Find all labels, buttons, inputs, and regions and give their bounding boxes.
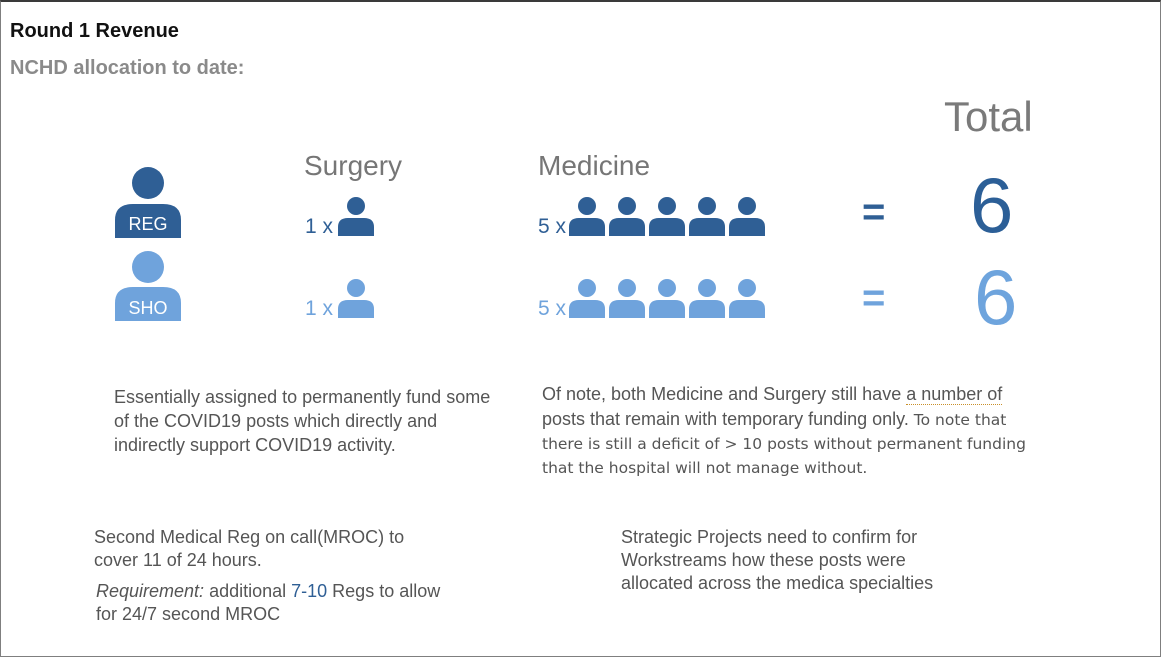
reg-person-badge-icon: REG	[113, 164, 183, 240]
reg-surgery-group: 1 x	[305, 196, 377, 238]
requirement-highlight: 7-10	[291, 581, 328, 601]
right-note-part3: To note that there is still a deficit of…	[542, 411, 1026, 477]
sho-medicine-multiplier: 5 x	[538, 297, 567, 320]
requirement-text-1: additional	[204, 581, 292, 601]
person-icon	[689, 279, 726, 318]
reg-total-value: 6	[970, 161, 1014, 249]
sho-equals-sign: =	[862, 276, 886, 320]
sho-total-value: 6	[974, 253, 1018, 341]
person-icon	[729, 197, 766, 236]
sho-surgery-group: 1 x	[305, 278, 377, 320]
reg-surgery-people	[337, 196, 377, 236]
person-icon	[569, 279, 606, 318]
right-note-underlined: a number of	[906, 384, 1003, 405]
reg-medicine-multiplier: 5 x	[538, 215, 567, 238]
slide-subtitle: NCHD allocation to date:	[10, 57, 245, 79]
sho-person-badge-icon: SHO	[113, 249, 183, 325]
person-icon	[729, 279, 766, 318]
strategic-projects-note: Strategic Projects need to confirm for W…	[621, 527, 934, 593]
total-column-label: Total	[944, 93, 1033, 140]
reg-medicine-people	[568, 196, 768, 236]
right-note-part2: posts that remain with temporary funding…	[542, 409, 909, 429]
person-icon	[569, 197, 606, 236]
surgery-column-label: Surgery	[304, 150, 403, 181]
person-icon	[689, 197, 726, 236]
requirement-note: Requirement: additional 7-10 Regs to all…	[96, 580, 446, 626]
medicine-column-label: Medicine	[538, 150, 651, 181]
requirement-label: Requirement:	[96, 581, 205, 601]
right-note: Of note, both Medicine and Surgery still…	[542, 382, 1042, 480]
sho-surgery-multiplier: 1 x	[305, 297, 334, 320]
reg-badge-label: REG	[128, 214, 167, 234]
left-note: Essentially assigned to permanently fund…	[114, 387, 491, 455]
reg-equals-sign: =	[862, 190, 886, 234]
person-icon	[649, 279, 686, 318]
reg-medicine-group: 5 x	[538, 196, 768, 238]
sho-badge-label: SHO	[128, 298, 167, 318]
person-icon	[649, 197, 686, 236]
sho-medicine-group: 5 x	[538, 278, 768, 320]
requirement-text-2: Regs to allow for 24/7 second MROC	[96, 581, 441, 624]
sho-medicine-people	[568, 278, 768, 318]
person-icon	[609, 197, 646, 236]
person-icon	[609, 279, 646, 318]
person-icon	[338, 197, 375, 236]
right-note-part1: Of note, both Medicine and Surgery still…	[542, 384, 907, 404]
sho-surgery-people	[337, 278, 377, 318]
reg-surgery-multiplier: 1 x	[305, 215, 334, 238]
slide-title: Round 1 Revenue	[10, 20, 179, 42]
mroc-note: Second Medical Reg on call(MROC) to cove…	[94, 527, 405, 570]
person-icon	[338, 279, 375, 318]
